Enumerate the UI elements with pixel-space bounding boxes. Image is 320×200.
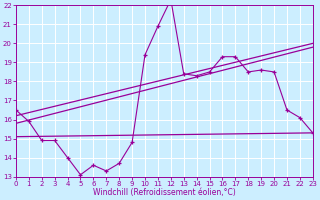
X-axis label: Windchill (Refroidissement éolien,°C): Windchill (Refroidissement éolien,°C) [93,188,236,197]
